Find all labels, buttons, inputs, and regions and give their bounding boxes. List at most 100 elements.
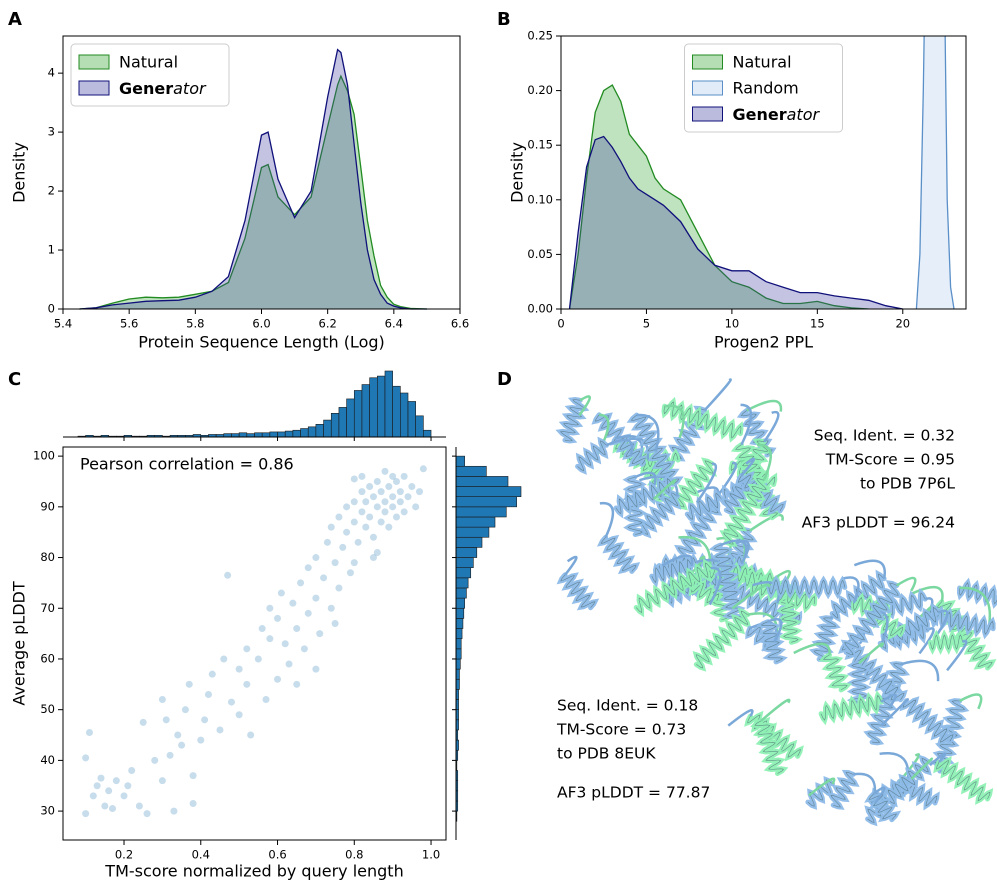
point — [327, 523, 335, 531]
helix-edge — [830, 772, 856, 808]
hist-bar — [455, 486, 522, 497]
y-tick-label: 0.20 — [527, 83, 553, 97]
legend-label: Random — [733, 79, 799, 98]
point — [178, 741, 186, 749]
y-axis-label: Density — [10, 142, 29, 203]
point — [266, 635, 274, 643]
point — [369, 493, 377, 501]
axes-frame — [560, 35, 967, 310]
point — [416, 488, 424, 496]
loop — [763, 410, 780, 443]
density-line — [568, 84, 869, 309]
point — [285, 660, 293, 668]
point — [312, 594, 320, 602]
plot-area — [79, 48, 427, 310]
helix-edge — [813, 617, 837, 660]
point — [381, 498, 389, 506]
loop — [614, 435, 650, 460]
axes-frame — [62, 35, 461, 310]
point — [139, 718, 147, 726]
point — [396, 488, 404, 496]
x-tick-label: 5.8 — [186, 317, 204, 331]
hist-bar — [455, 658, 461, 670]
loop — [808, 777, 836, 797]
point — [381, 467, 389, 475]
hist-bar — [415, 415, 424, 438]
point — [362, 523, 370, 531]
point — [297, 579, 305, 587]
helix-edge — [823, 654, 848, 691]
point — [320, 574, 328, 582]
y-tick-label: 0.00 — [527, 302, 553, 316]
hist-bar — [284, 430, 294, 438]
density-fill — [569, 136, 903, 309]
x-tick-label: 0 — [557, 317, 564, 331]
hist-bar — [246, 433, 255, 438]
hist-bar — [338, 407, 347, 438]
density-line — [79, 48, 427, 310]
y-tick-label: 70 — [40, 601, 55, 615]
helix-edge — [723, 478, 767, 545]
loop — [910, 757, 934, 780]
x-tick-label: 5 — [643, 317, 650, 331]
hist-bar — [455, 638, 462, 650]
point — [254, 655, 262, 663]
hist-bar — [455, 536, 483, 548]
point — [197, 736, 205, 744]
hist-bar — [384, 370, 393, 438]
point — [185, 680, 193, 688]
point — [224, 571, 232, 579]
hist-bar — [455, 678, 460, 690]
hist-bar — [315, 424, 324, 438]
axes-frame — [62, 446, 447, 841]
point — [247, 731, 255, 739]
point — [174, 731, 182, 739]
point — [162, 716, 170, 724]
x-tick-label: 0.8 — [345, 848, 363, 862]
loop — [734, 539, 750, 565]
loop — [959, 586, 992, 625]
point — [258, 625, 266, 633]
point — [293, 625, 301, 633]
loop — [840, 576, 860, 604]
point — [354, 538, 362, 546]
point — [331, 619, 339, 627]
point — [400, 508, 408, 516]
annotation: Seq. Ident. = 0.18 — [557, 697, 698, 715]
point — [158, 696, 166, 704]
point — [316, 630, 324, 638]
point — [396, 498, 404, 506]
point — [335, 513, 343, 521]
helix-edge — [930, 634, 963, 650]
point — [158, 777, 166, 785]
point — [385, 483, 393, 491]
point — [235, 711, 243, 719]
loop — [760, 698, 791, 722]
hist-bar — [407, 401, 416, 438]
loop — [636, 413, 660, 452]
hist-bar — [455, 628, 463, 639]
point — [350, 518, 358, 526]
point — [262, 696, 270, 704]
point — [350, 559, 358, 567]
annotation: Pearson correlation = 0.86 — [80, 455, 294, 474]
panel-label: C — [8, 369, 21, 390]
hist-bar — [455, 465, 487, 477]
hist-bar — [277, 431, 286, 438]
legend-swatch — [692, 106, 723, 122]
annotation: AF3 pLDDT = 96.24 — [802, 514, 955, 532]
y-tick-label: 0.10 — [527, 192, 553, 206]
point — [220, 655, 228, 663]
point — [151, 756, 159, 764]
legend-box — [684, 43, 843, 133]
helix-edge — [807, 779, 833, 807]
hist-bar — [254, 432, 263, 438]
y-tick-label: 90 — [40, 499, 55, 513]
point — [358, 508, 366, 516]
y-axis-label: Density — [508, 142, 527, 203]
point — [369, 554, 377, 562]
helix-edge — [640, 492, 679, 535]
density-fill — [79, 76, 427, 309]
hist-bar — [455, 455, 465, 467]
loop — [708, 566, 722, 606]
